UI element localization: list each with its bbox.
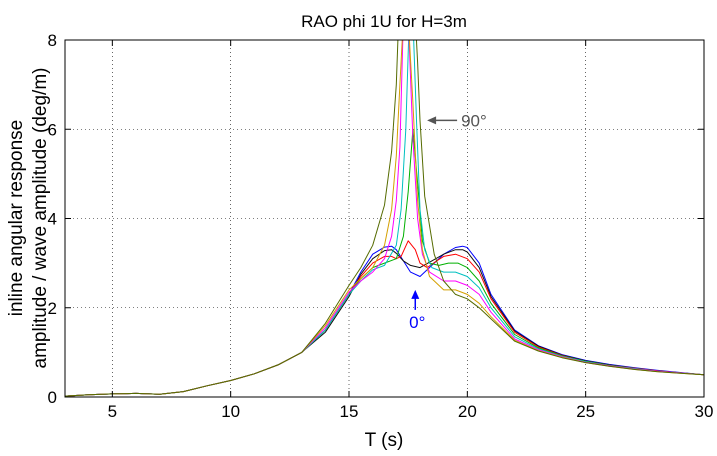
y-tick-label: 8 (48, 31, 57, 50)
y-axis-label-line-1: inline angular response (6, 120, 27, 316)
x-tick-label: 15 (340, 402, 359, 421)
y-axis-label-line-2: amplitude / wave amplitude (deg/m) (30, 68, 51, 369)
grid-lines (65, 40, 704, 397)
series-line-0 (65, 245, 704, 397)
annotation-0: 0° (409, 313, 425, 332)
series-line-7 (65, 40, 704, 397)
x-tick-label: 25 (576, 402, 595, 421)
arrow-90-head (427, 116, 437, 125)
axis-ticks: 5 10 15 20 25 30 0 2 4 6 8 (48, 31, 714, 421)
series-layer (65, 40, 704, 397)
series-line-1 (65, 249, 704, 397)
y-tick-label: 0 (48, 388, 57, 407)
x-tick-label: 5 (108, 402, 117, 421)
series-line-2 (65, 240, 704, 397)
series-line-5 (65, 40, 704, 397)
plot-frame (64, 39, 705, 398)
chart-title: RAO phi 1U for H=3m (301, 12, 467, 31)
annotation-90: 90° (461, 111, 487, 130)
x-tick-label: 30 (695, 402, 714, 421)
annotations: 90° 0° (409, 111, 487, 332)
x-axis-label: T (s) (365, 430, 404, 451)
y-tick-label: 2 (48, 299, 57, 318)
series-line-6 (65, 40, 704, 397)
y-tick-label: 4 (48, 210, 57, 229)
arrow-0-head (411, 289, 420, 299)
y-tick-label: 6 (48, 120, 57, 139)
x-tick-label: 20 (458, 402, 477, 421)
series-line-4 (65, 40, 704, 397)
x-tick-label: 10 (221, 402, 240, 421)
series-line-3 (65, 128, 704, 397)
